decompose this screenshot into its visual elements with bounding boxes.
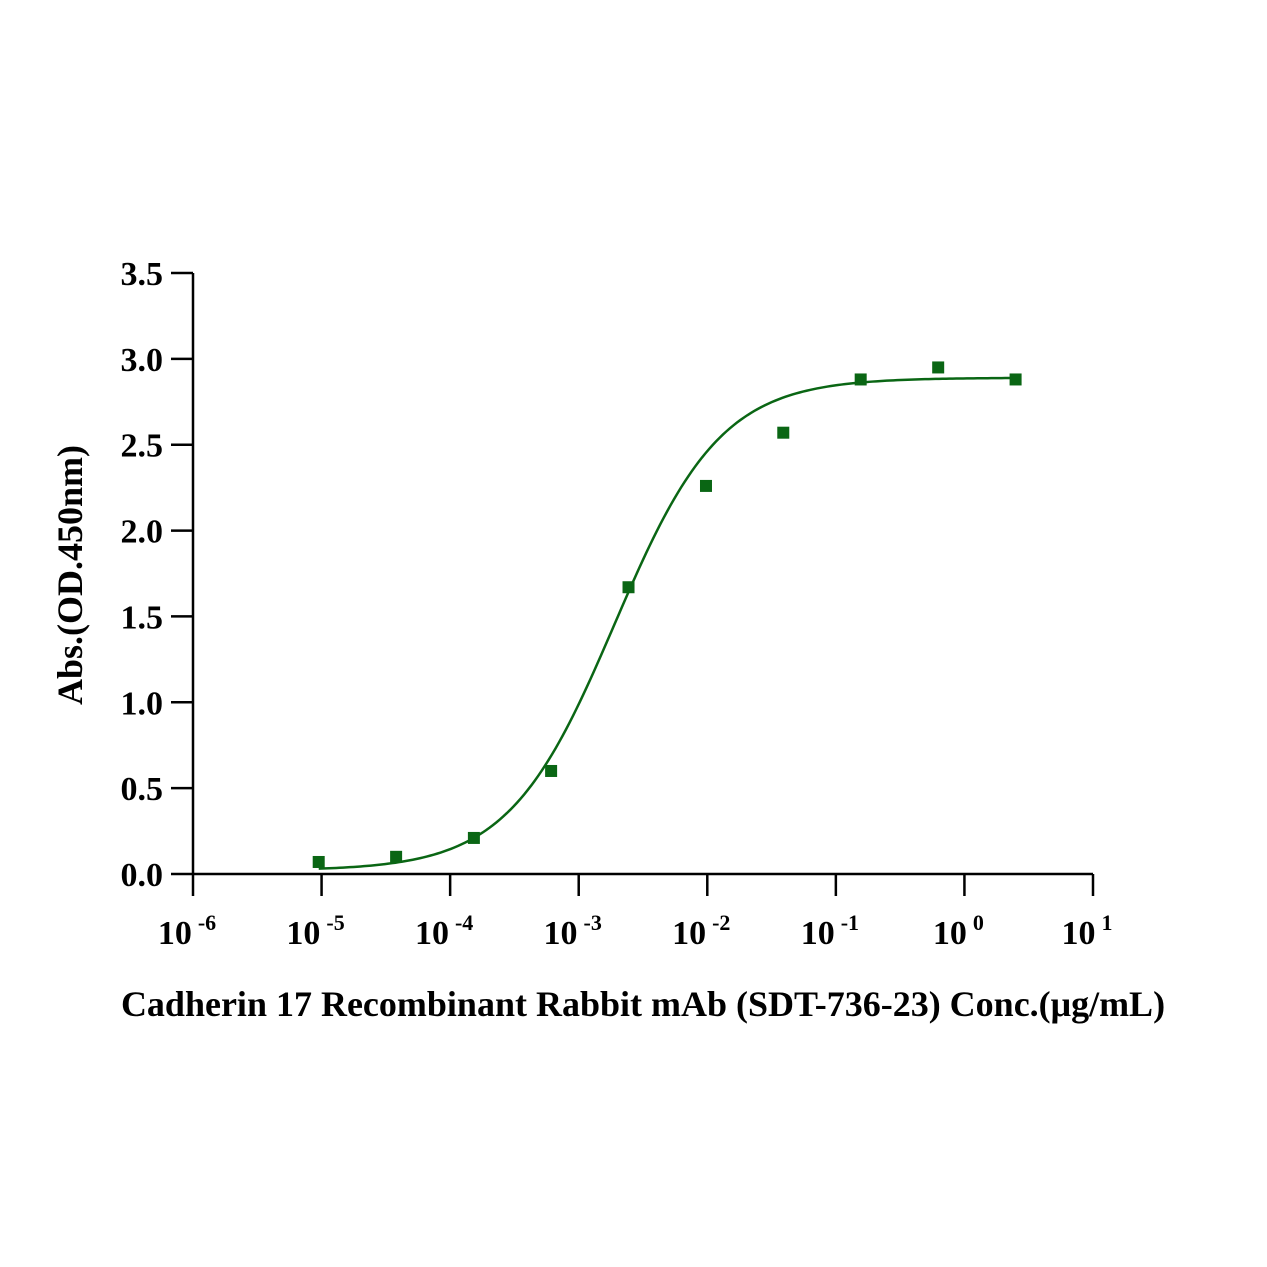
plot-area: 0.00.51.01.52.02.53.03.5 10 -6 10 -5 10 -4 10-… (121, 256, 1113, 952)
y-tick-label: 2.5 (121, 428, 164, 465)
x-tick-label: 10 -4 (415, 910, 473, 952)
x-tick-exponent: -1 (841, 910, 859, 935)
x-tick-base: 10 (933, 915, 967, 952)
y-tick-label: 0.5 (121, 771, 164, 808)
y-tick-label: 0.0 (121, 857, 164, 894)
x-tick-label: 10 -2 (672, 910, 730, 952)
x-tick-label: 10 -6 (158, 910, 216, 952)
data-point (312, 855, 325, 868)
x-tick-base: 10 (415, 915, 449, 952)
data-point (932, 361, 945, 374)
data-point (699, 479, 712, 492)
data-point (622, 581, 635, 594)
y-tick-label: 3.0 (121, 342, 164, 379)
y-tick-label: 1.0 (121, 685, 164, 722)
x-tick-exponent: 0 (973, 910, 984, 935)
x-tick-exponent: -6 (198, 910, 216, 935)
x-tick-label: 10 -5 (286, 910, 344, 952)
data-point (854, 373, 867, 386)
data-points (312, 361, 1022, 868)
data-point (545, 764, 558, 777)
y-tick-label: 1.5 (121, 599, 164, 636)
x-tick-base: 10 (286, 915, 320, 952)
y-axis-title: Abs.(OD.450nm) (50, 445, 90, 705)
x-tick-label: 10 0 (933, 910, 984, 952)
x-tick-exponent: -4 (455, 910, 473, 935)
y-axis-ticks: 0.0 0.5 1.0 1.5 2.0 2.5 3.0 3.5 (121, 256, 193, 894)
y-tick-label: 2.0 (121, 514, 164, 551)
data-point (390, 850, 403, 863)
x-tick-label: 10 1 (1062, 910, 1113, 952)
x-tick-base: 10 (672, 915, 706, 952)
x-tick-base: 10 (544, 915, 578, 952)
x-tick-exponent: -5 (326, 910, 344, 935)
data-point (467, 831, 480, 844)
x-tick-exponent: 1 (1102, 910, 1113, 935)
x-tick-label: 10 -1 (801, 910, 859, 952)
y-tick-label: 3.5 (121, 256, 164, 293)
fit-curve (318, 376, 1016, 870)
x-axis-title: Cadherin 17 Recombinant Rabbit mAb (SDT-… (121, 984, 1165, 1024)
x-tick-exponent: -3 (584, 910, 602, 935)
x-tick-label: 10 -3 (544, 910, 602, 952)
x-tick-base: 10 (801, 915, 835, 952)
data-point (1009, 373, 1022, 386)
x-axis-ticks: 10 -6 10 -5 10 -4 10 -3 10 -2 10 -1 10 0 10 1 (158, 874, 1113, 952)
data-point (777, 426, 790, 439)
x-tick-base: 10 (1062, 915, 1096, 952)
x-tick-exponent: -2 (712, 910, 730, 935)
x-tick-base: 10 (158, 915, 192, 952)
